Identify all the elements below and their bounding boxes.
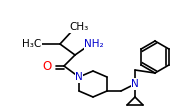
Text: N: N bbox=[75, 72, 83, 82]
Text: N: N bbox=[131, 79, 139, 89]
Text: NH₂: NH₂ bbox=[84, 39, 104, 49]
Text: CH₃: CH₃ bbox=[69, 22, 89, 32]
Text: O: O bbox=[42, 59, 52, 72]
Text: H₃C: H₃C bbox=[22, 39, 42, 49]
